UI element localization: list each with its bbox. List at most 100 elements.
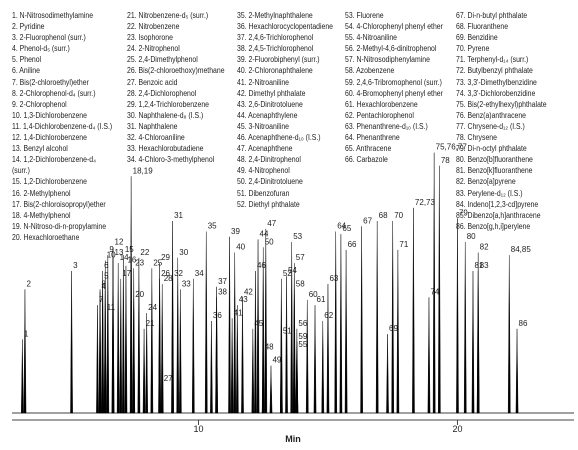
legend-entry: 38. 2,4,5-Trichlorophenol bbox=[237, 44, 314, 54]
peak-label: 14 bbox=[120, 253, 129, 262]
peak-label: 29 bbox=[161, 253, 170, 262]
peak bbox=[471, 270, 475, 414]
legend-entry: 37. 2,4,6-Trichlorophenol bbox=[237, 33, 314, 43]
peak-label: 81 bbox=[474, 261, 483, 270]
legend-entry: 3. 2-Fluorophenol (surr.) bbox=[12, 33, 86, 43]
peak-label: 26 bbox=[161, 269, 170, 278]
legend-entry: 25. 2,4-Dimethylphenol bbox=[127, 55, 198, 65]
peak bbox=[21, 339, 24, 414]
peak bbox=[98, 289, 102, 414]
legend-column: 21. Nitrobenzene-d₅ (surr.) 22. Nitrobenz… bbox=[127, 10, 225, 165]
legend-entry: 19. N-Nitroso-di-n-propylamine bbox=[12, 221, 107, 231]
peak-label: 57 bbox=[296, 253, 305, 262]
legend-column: 35. 2-Methylnaphthalene 36. Hexachlorocyc… bbox=[237, 10, 333, 210]
peak bbox=[158, 263, 161, 414]
peak bbox=[210, 320, 213, 414]
peak bbox=[432, 152, 436, 414]
peak bbox=[280, 278, 283, 414]
legend-entry: 21. Nitrobenzene-d₅ (surr.) bbox=[127, 11, 209, 20]
legend-entry: 18. 4-Methylphenol bbox=[12, 210, 71, 220]
peak-label: 30 bbox=[179, 248, 188, 257]
peak-label: 38 bbox=[218, 287, 227, 296]
peak bbox=[251, 328, 255, 414]
peak bbox=[463, 242, 467, 414]
peak bbox=[427, 297, 431, 414]
legend-entry: 12. 1,4-Dichlorobenzene bbox=[12, 133, 87, 143]
legend-entry: 78. Chrysene bbox=[456, 133, 497, 143]
peak-label: 71 bbox=[399, 240, 408, 249]
peak-label: 35 bbox=[208, 222, 217, 231]
legend-entry: 41. 2-Nitroaniline bbox=[237, 77, 290, 87]
peak-label: 28 bbox=[164, 274, 173, 283]
peak bbox=[106, 255, 110, 414]
legend-entry: 35. 2-Methylnaphthalene bbox=[237, 11, 313, 20]
peak-label: 52 bbox=[283, 269, 292, 278]
peak-label: 51 bbox=[283, 327, 292, 336]
legend-entry: 42. Dimethyl phthalate bbox=[237, 88, 306, 98]
legend-entry: 68. Fluoranthene bbox=[456, 22, 509, 32]
legend-entry: 2. Pyridine bbox=[12, 22, 45, 32]
legend-entry: 17. Bis(2-chloroisopropyl)ether bbox=[12, 199, 106, 209]
peak-label: 44 bbox=[260, 229, 269, 238]
peak-label: 75,76,77 bbox=[436, 143, 468, 152]
peak-label: 33 bbox=[182, 279, 191, 288]
peak-label: 86 bbox=[519, 319, 528, 328]
legend-column: 53. Fluorene 54. 4-Chlorophenyl phenyl et… bbox=[345, 10, 443, 165]
legend-entry: 58. Azobenzene bbox=[345, 66, 395, 76]
peak-label: 69 bbox=[389, 324, 398, 333]
peak-label: 18,19 bbox=[133, 166, 154, 175]
legend-entry: 1. N-Nitrosodimethylamine bbox=[12, 11, 94, 20]
peak bbox=[241, 297, 244, 414]
legend-entry: 65. Anthracene bbox=[345, 144, 392, 154]
peak-label: 54 bbox=[288, 266, 297, 275]
peak-label: 67 bbox=[363, 216, 372, 225]
legend-entry: 11. 1,4-Dichlorobenzene-d₄ (I.S.) bbox=[12, 121, 113, 131]
peak bbox=[326, 284, 330, 414]
peak bbox=[179, 289, 182, 414]
peak-label: 7 bbox=[99, 295, 104, 304]
peak-label: 17 bbox=[122, 269, 131, 278]
x-axis-label: Min bbox=[285, 434, 301, 444]
peak bbox=[295, 341, 299, 414]
legend-entry: 53. Fluorene bbox=[345, 11, 384, 20]
legend-entry: 14. 1,2-Dichlorobenzene-d₄ (surr.) bbox=[12, 155, 96, 176]
legend-entry: 51. Dibenzofuran bbox=[237, 188, 290, 198]
peak bbox=[111, 257, 115, 414]
peak bbox=[119, 278, 123, 414]
peak bbox=[375, 221, 379, 414]
peak-label: 63 bbox=[329, 274, 338, 283]
legend-entry: 52. Diethyl phthalate bbox=[237, 199, 300, 209]
peak-label: 48 bbox=[265, 343, 274, 352]
legend-entry: 7. Bis(2-chloroethyl)ether bbox=[12, 77, 89, 87]
legend-entry: 66. Carbazole bbox=[345, 155, 388, 165]
peak-label: 72,73 bbox=[415, 198, 436, 207]
peak bbox=[23, 289, 27, 414]
legend-entry: 55. 4-Nitroaniline bbox=[345, 33, 398, 43]
peak bbox=[321, 320, 325, 414]
legend-entry: 26. Bis(2-chloroethoxy)methane bbox=[127, 66, 225, 76]
legend-entry: 57. N-Nitrosodiphenylamine bbox=[345, 55, 430, 65]
peak-label: 9 bbox=[109, 245, 114, 254]
peak bbox=[264, 228, 268, 414]
peak bbox=[305, 299, 309, 414]
legend-entry: 63. Phenanthrene-d₁₀ (I.S.) bbox=[345, 121, 428, 131]
peak-label: 60 bbox=[309, 290, 318, 299]
peak bbox=[292, 289, 296, 414]
legend-entry: 32. 4-Chloroaniline bbox=[127, 133, 185, 143]
peak bbox=[129, 176, 133, 414]
peak bbox=[70, 270, 73, 414]
x-tick-label: 20 bbox=[452, 424, 462, 434]
peak-label: 82 bbox=[480, 243, 489, 252]
legend-entry: 49. 4-Nitrophenol bbox=[237, 166, 290, 176]
legend-entry: 28. 2,4-Dichlorophenol bbox=[127, 88, 197, 98]
legend-entry: 31. Naphthalene bbox=[127, 121, 178, 131]
peak bbox=[96, 305, 99, 414]
peak bbox=[160, 284, 164, 414]
peak-label: 61 bbox=[317, 295, 326, 304]
peak bbox=[137, 257, 141, 414]
peak-label: 42 bbox=[244, 287, 253, 296]
legend-entry: 64. Phenanthrene bbox=[345, 133, 400, 143]
peak-label: 45 bbox=[254, 319, 263, 328]
legend-entry: 34. 4-Chloro-3-methylphenol bbox=[127, 155, 215, 165]
peak bbox=[438, 165, 441, 414]
